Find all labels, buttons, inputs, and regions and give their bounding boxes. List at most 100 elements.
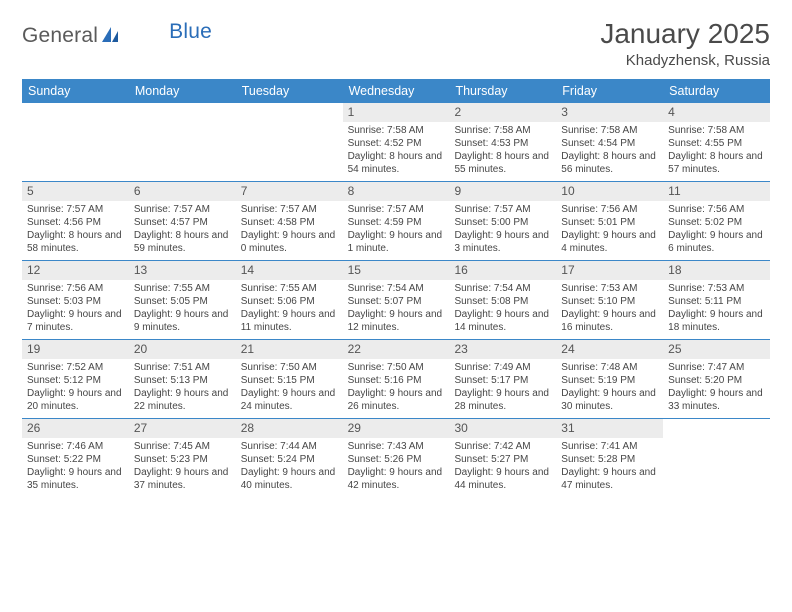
calendar-day-cell: 7Sunrise: 7:57 AMSunset: 4:58 PMDaylight… (236, 182, 343, 260)
sunset-line: Sunset: 5:28 PM (561, 454, 659, 467)
calendar-day-cell: 3Sunrise: 7:58 AMSunset: 4:54 PMDaylight… (556, 103, 663, 181)
brand-sail-icon (101, 25, 121, 48)
daylight-line: Daylight: 9 hours and 0 minutes. (241, 230, 339, 256)
daylight-line: Daylight: 9 hours and 44 minutes. (454, 467, 552, 493)
calendar-day-cell: 29Sunrise: 7:43 AMSunset: 5:26 PMDayligh… (343, 419, 450, 497)
calendar-day-cell: 15Sunrise: 7:54 AMSunset: 5:07 PMDayligh… (343, 261, 450, 339)
sunset-line: Sunset: 5:01 PM (561, 217, 659, 230)
sunset-line: Sunset: 4:58 PM (241, 217, 339, 230)
day-number: 18 (663, 261, 770, 280)
calendar-day-cell: 23Sunrise: 7:49 AMSunset: 5:17 PMDayligh… (449, 340, 556, 418)
calendar-day-cell: 17Sunrise: 7:53 AMSunset: 5:10 PMDayligh… (556, 261, 663, 339)
sunrise-line: Sunrise: 7:57 AM (134, 204, 232, 217)
sunrise-line: Sunrise: 7:53 AM (668, 283, 766, 296)
sunset-line: Sunset: 5:27 PM (454, 454, 552, 467)
sunrise-line: Sunrise: 7:41 AM (561, 441, 659, 454)
sunset-line: Sunset: 4:56 PM (27, 217, 125, 230)
sunset-line: Sunset: 5:22 PM (27, 454, 125, 467)
calendar-day-cell: 24Sunrise: 7:48 AMSunset: 5:19 PMDayligh… (556, 340, 663, 418)
brand-text-part1: General (22, 24, 98, 48)
sunset-line: Sunset: 5:23 PM (134, 454, 232, 467)
daylight-line: Daylight: 8 hours and 58 minutes. (27, 230, 125, 256)
sunset-line: Sunset: 5:12 PM (27, 375, 125, 388)
calendar-day-cell: 27Sunrise: 7:45 AMSunset: 5:23 PMDayligh… (129, 419, 236, 497)
weekday-header: Monday (129, 79, 236, 103)
month-title: January 2025 (600, 18, 770, 50)
calendar-week-row: 26 Sunrise: 7:46 AMSunset: 5:22 PM Dayligh… (22, 419, 770, 497)
day-number: 26 (22, 419, 129, 438)
daylight-line: Daylight: 8 hours and 57 minutes. (668, 151, 766, 177)
day-number: 29 (343, 419, 450, 438)
daylight-line: Daylight: 8 hours and 55 minutes. (454, 151, 552, 177)
daylight-line: Daylight: 9 hours and 14 minutes. (454, 309, 552, 335)
day-number: 4 (663, 103, 770, 122)
calendar-day-cell: 16Sunrise: 7:54 AMSunset: 5:08 PMDayligh… (449, 261, 556, 339)
day-number: 27 (129, 419, 236, 438)
sunrise-line: Sunrise: 7:54 AM (348, 283, 446, 296)
sunrise-line: Sunrise: 7:58 AM (668, 125, 766, 138)
sunset-line: Sunset: 5:20 PM (668, 375, 766, 388)
calendar-week-row: 12Sunrise: 7:56 AMSunset: 5:03 PMDayligh… (22, 261, 770, 340)
sunrise-line: Sunrise: 7:55 AM (134, 283, 232, 296)
weekday-header: Tuesday (236, 79, 343, 103)
sunset-line: Sunset: 5:00 PM (454, 217, 552, 230)
sunset-line: Sunset: 4:59 PM (348, 217, 446, 230)
daylight-line: Daylight: 9 hours and 47 minutes. (561, 467, 659, 493)
day-number: 30 (449, 419, 556, 438)
calendar-grid: Sunday Monday Tuesday Wednesday Thursday… (22, 79, 770, 497)
sunrise-line: Sunrise: 7:50 AM (348, 362, 446, 375)
weekday-header: Saturday (663, 79, 770, 103)
day-number: 21 (236, 340, 343, 359)
sunset-line: Sunset: 5:02 PM (668, 217, 766, 230)
day-number: 1 (343, 103, 450, 122)
day-number: 6 (129, 182, 236, 201)
calendar-day-cell: 30Sunrise: 7:42 AMSunset: 5:27 PMDayligh… (449, 419, 556, 497)
weekday-header: Friday (556, 79, 663, 103)
calendar-day-cell: 5Sunrise: 7:57 AMSunset: 4:56 PMDaylight… (22, 182, 129, 260)
sunset-line: Sunset: 4:53 PM (454, 138, 552, 151)
sunrise-line: Sunrise: 7:58 AM (561, 125, 659, 138)
daylight-line: Daylight: 9 hours and 33 minutes. (668, 388, 766, 414)
weekday-header-row: Sunday Monday Tuesday Wednesday Thursday… (22, 79, 770, 103)
calendar-day-cell: 19Sunrise: 7:52 AMSunset: 5:12 PMDayligh… (22, 340, 129, 418)
sunrise-line: Sunrise: 7:57 AM (454, 204, 552, 217)
daylight-line: Daylight: 8 hours and 54 minutes. (348, 151, 446, 177)
sunrise-line: Sunrise: 7:49 AM (454, 362, 552, 375)
calendar-day-cell: 12Sunrise: 7:56 AMSunset: 5:03 PMDayligh… (22, 261, 129, 339)
day-number: 28 (236, 419, 343, 438)
sunrise-line: Sunrise: 7:52 AM (27, 362, 125, 375)
daylight-line: Daylight: 9 hours and 3 minutes. (454, 230, 552, 256)
sunrise-line: Sunrise: 7:46 AM (27, 441, 125, 454)
sunset-line: Sunset: 5:07 PM (348, 296, 446, 309)
calendar-day-cell: 28Sunrise: 7:44 AMSunset: 5:24 PMDayligh… (236, 419, 343, 497)
daylight-line: Daylight: 9 hours and 28 minutes. (454, 388, 552, 414)
daylight-line: Daylight: 9 hours and 7 minutes. (27, 309, 125, 335)
calendar-day-cell: 13Sunrise: 7:55 AMSunset: 5:05 PMDayligh… (129, 261, 236, 339)
calendar-day-cell: 25Sunrise: 7:47 AMSunset: 5:20 PMDayligh… (663, 340, 770, 418)
sunrise-line: Sunrise: 7:47 AM (668, 362, 766, 375)
calendar-day-cell: 31Sunrise: 7:41 AMSunset: 5:28 PMDayligh… (556, 419, 663, 497)
daylight-line: Daylight: 9 hours and 16 minutes. (561, 309, 659, 335)
daylight-line: Daylight: 9 hours and 18 minutes. (668, 309, 766, 335)
page-header: General Blue January 2025 Khadyzhensk, R… (22, 18, 770, 69)
daylight-line: Daylight: 9 hours and 24 minutes. (241, 388, 339, 414)
daylight-line: Daylight: 9 hours and 4 minutes. (561, 230, 659, 256)
sunset-line: Sunset: 4:52 PM (348, 138, 446, 151)
day-number: 22 (343, 340, 450, 359)
sunset-line: Sunset: 5:19 PM (561, 375, 659, 388)
sunrise-line: Sunrise: 7:56 AM (27, 283, 125, 296)
sunset-line: Sunset: 5:13 PM (134, 375, 232, 388)
sunrise-line: Sunrise: 7:44 AM (241, 441, 339, 454)
daylight-line: Daylight: 8 hours and 59 minutes. (134, 230, 232, 256)
calendar-day-cell: 26Sunrise: 7:46 AMSunset: 5:22 PMDayligh… (22, 419, 129, 497)
sunset-line: Sunset: 5:06 PM (241, 296, 339, 309)
calendar-empty-cell (236, 103, 343, 181)
weekday-header: Wednesday (343, 79, 450, 103)
sunset-line: Sunset: 5:15 PM (241, 375, 339, 388)
daylight-line: Daylight: 9 hours and 1 minute. (348, 230, 446, 256)
day-number: 23 (449, 340, 556, 359)
day-number: 13 (129, 261, 236, 280)
sunrise-line: Sunrise: 7:56 AM (668, 204, 766, 217)
daylight-line: Daylight: 8 hours and 56 minutes. (561, 151, 659, 177)
sunrise-line: Sunrise: 7:50 AM (241, 362, 339, 375)
